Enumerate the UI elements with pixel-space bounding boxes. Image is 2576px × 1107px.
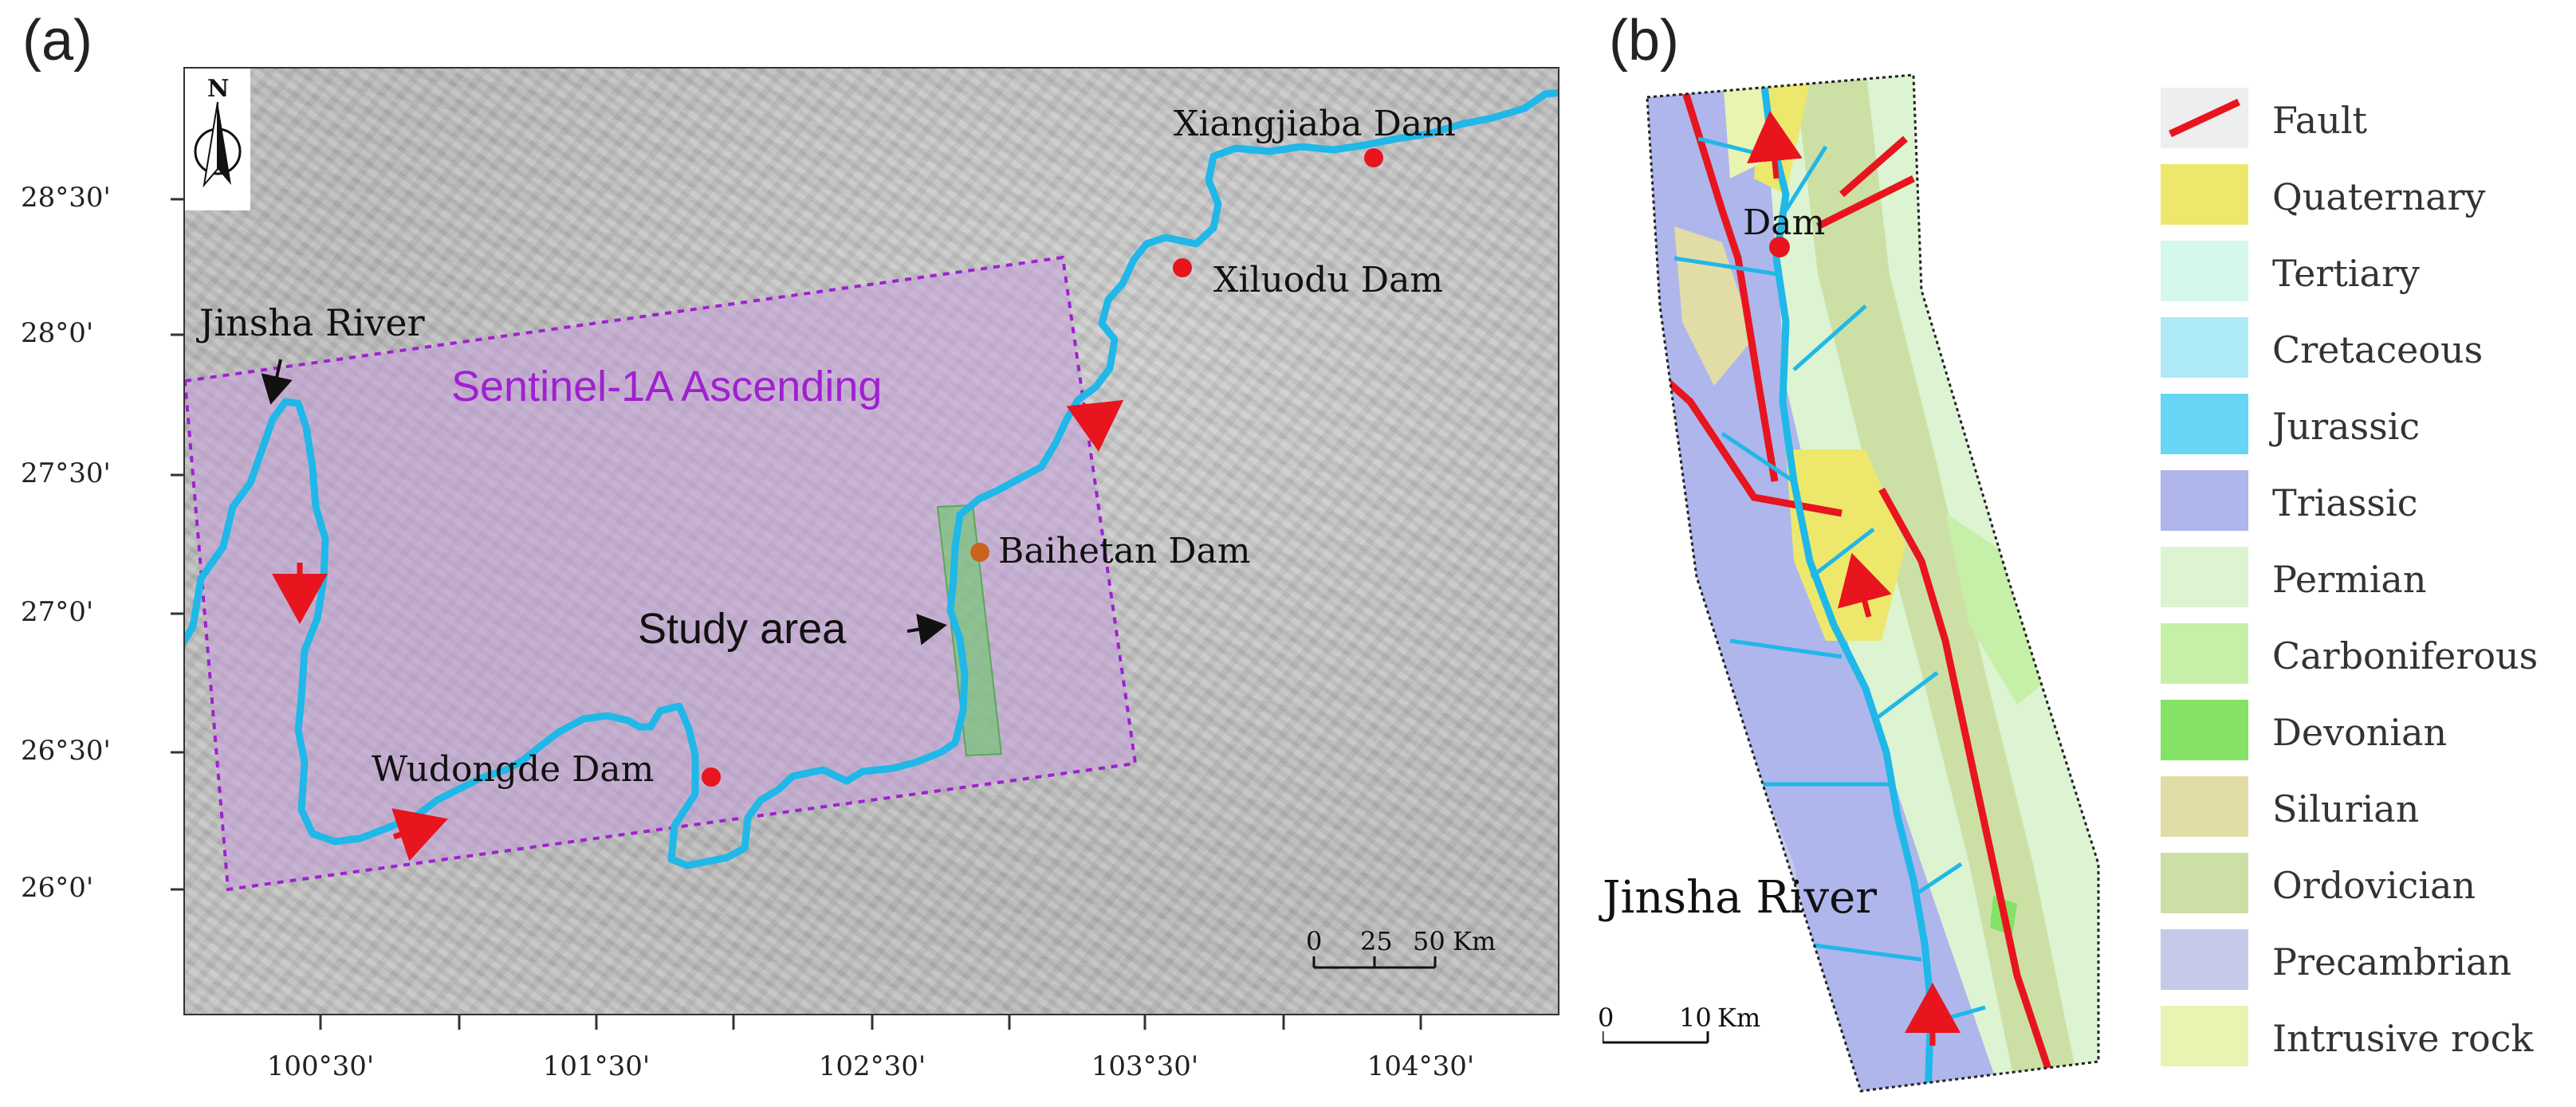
north-arrow-icon (185, 69, 250, 210)
scale-bar-b-label-0: 0 (1598, 1003, 1614, 1033)
swatch-devonian (2161, 700, 2248, 760)
legend-item-permian: Permian (2161, 547, 2575, 610)
swatch-silurian (2161, 776, 2248, 837)
scale-bar-b-unit: Km (1717, 1003, 1761, 1033)
lat-tick-label: 27°30' (21, 457, 111, 489)
jinsha-river-b (1758, 75, 1935, 1091)
shaded-relief-map[interactable]: N Jinsha River Sentinel-1A Ascending Stu… (183, 67, 1559, 1015)
north-arrow-label: N (207, 75, 230, 103)
unit-jurassic (1650, 577, 1690, 673)
swatch-ordovician (2161, 853, 2248, 913)
river-label-a: Jinsha River (199, 301, 425, 344)
unit-carboniferous (1945, 513, 2057, 705)
legend-item-cretaceous: Cretaceous (2161, 317, 2575, 381)
lon-tick-label: 101°30' (542, 1050, 651, 1082)
dam-marker-b[interactable] (1769, 237, 1790, 257)
lon-tick-label: 100°30' (266, 1050, 375, 1082)
panel-b-label: (b) (1609, 9, 1679, 73)
study-area-pointer (907, 613, 947, 646)
dam-marker-xiangjiaba[interactable] (1364, 148, 1383, 167)
scale-bar-a (1312, 956, 1437, 969)
flow-arrow-wudongde (391, 808, 448, 862)
lat-tick-label: 28°0' (21, 317, 94, 349)
lon-tick-label: 103°30' (1091, 1050, 1199, 1082)
river-label-pointer (261, 359, 293, 405)
flow-arrow-downstream (1066, 399, 1124, 452)
unit-tertiary (1977, 99, 2033, 186)
swatch-quaternary (2161, 164, 2248, 225)
lat-tick-label: 26°0' (21, 872, 94, 904)
swatch-intrusive-rock (2161, 1006, 2248, 1066)
lat-tick-label: 27°0' (21, 596, 94, 628)
legend-item-quaternary: Quaternary (2161, 164, 2575, 228)
study-area-label: Study area (638, 605, 847, 653)
swatch-cretaceous (2161, 317, 2248, 378)
legend-item-intrusive-rock: Intrusive rock (2161, 1006, 2575, 1070)
swatch-jurassic (2161, 394, 2248, 454)
sentinel-coverage-label: Sentinel-1A Ascending (451, 363, 883, 410)
panel-a-label: (a) (22, 9, 92, 73)
legend-item-tertiary: Tertiary (2161, 241, 2575, 304)
legend-item-fault: Fault (2161, 88, 2575, 151)
swatch-precambrian (2161, 929, 2248, 990)
geologic-map[interactable]: Dam Jinsha River 0 10 Km (1598, 67, 2567, 1095)
geologic-map-svg (1601, 73, 2100, 1093)
swatch-permian (2161, 547, 2248, 607)
legend-item-devonian: Devonian (2161, 700, 2575, 764)
scale-bar-a-label-50: 50 (1413, 926, 1445, 956)
scale-bar-a-unit: Km (1453, 926, 1496, 956)
dam-marker-xiluodu[interactable] (1173, 258, 1192, 277)
dam-label-b: Dam (1743, 202, 1826, 243)
legend-item-silurian: Silurian (2161, 776, 2575, 840)
legend-item-precambrian: Precambrian (2161, 929, 2575, 993)
flow-arrow-b-1 (1747, 111, 1803, 179)
scale-bar-b (1601, 1031, 1709, 1044)
lon-tick-label: 102°30' (818, 1050, 926, 1082)
scale-bar-a-label-25: 25 (1360, 926, 1393, 956)
dam-label-xiluodu: Xiluodu Dam (1213, 260, 1444, 300)
unit-silurian (1674, 226, 1754, 386)
dam-label-xiangjiaba: Xiangjiaba Dam (1174, 104, 1456, 144)
lat-tick-label: 28°30' (21, 182, 111, 214)
river-label-b: Jinsha River (1603, 872, 1878, 924)
dam-marker-baihetan[interactable] (970, 543, 989, 562)
sentinel-coverage-footprint (185, 255, 1138, 892)
scale-bar-a-label-0: 0 (1306, 926, 1323, 956)
swatch-triassic (2161, 470, 2248, 531)
dam-label-wudongde: Wudongde Dam (372, 749, 655, 790)
map-a-overlay (185, 69, 1558, 969)
fault-line-icon (2161, 88, 2248, 148)
swatch-tertiary (2161, 241, 2248, 301)
legend-item-jurassic: Jurassic (2161, 394, 2575, 457)
dam-label-baihetan: Baihetan Dam (998, 531, 1251, 571)
scale-bar-b-label-10: 10 (1679, 1003, 1712, 1033)
legend-item-triassic: Triassic (2161, 470, 2575, 534)
lon-tick-label: 104°30' (1367, 1050, 1475, 1082)
legend-item-carboniferous: Carboniferous (2161, 623, 2575, 687)
jinsha-river (185, 88, 1558, 870)
dam-marker-wudongde[interactable] (702, 767, 721, 787)
flow-arrow-b-2 (1838, 552, 1892, 618)
legend-item-ordovician: Ordovician (2161, 853, 2575, 917)
unit-ordovician (1794, 75, 2081, 1091)
lat-tick-label: 26°30' (21, 735, 111, 767)
swatch-carboniferous (2161, 623, 2248, 684)
